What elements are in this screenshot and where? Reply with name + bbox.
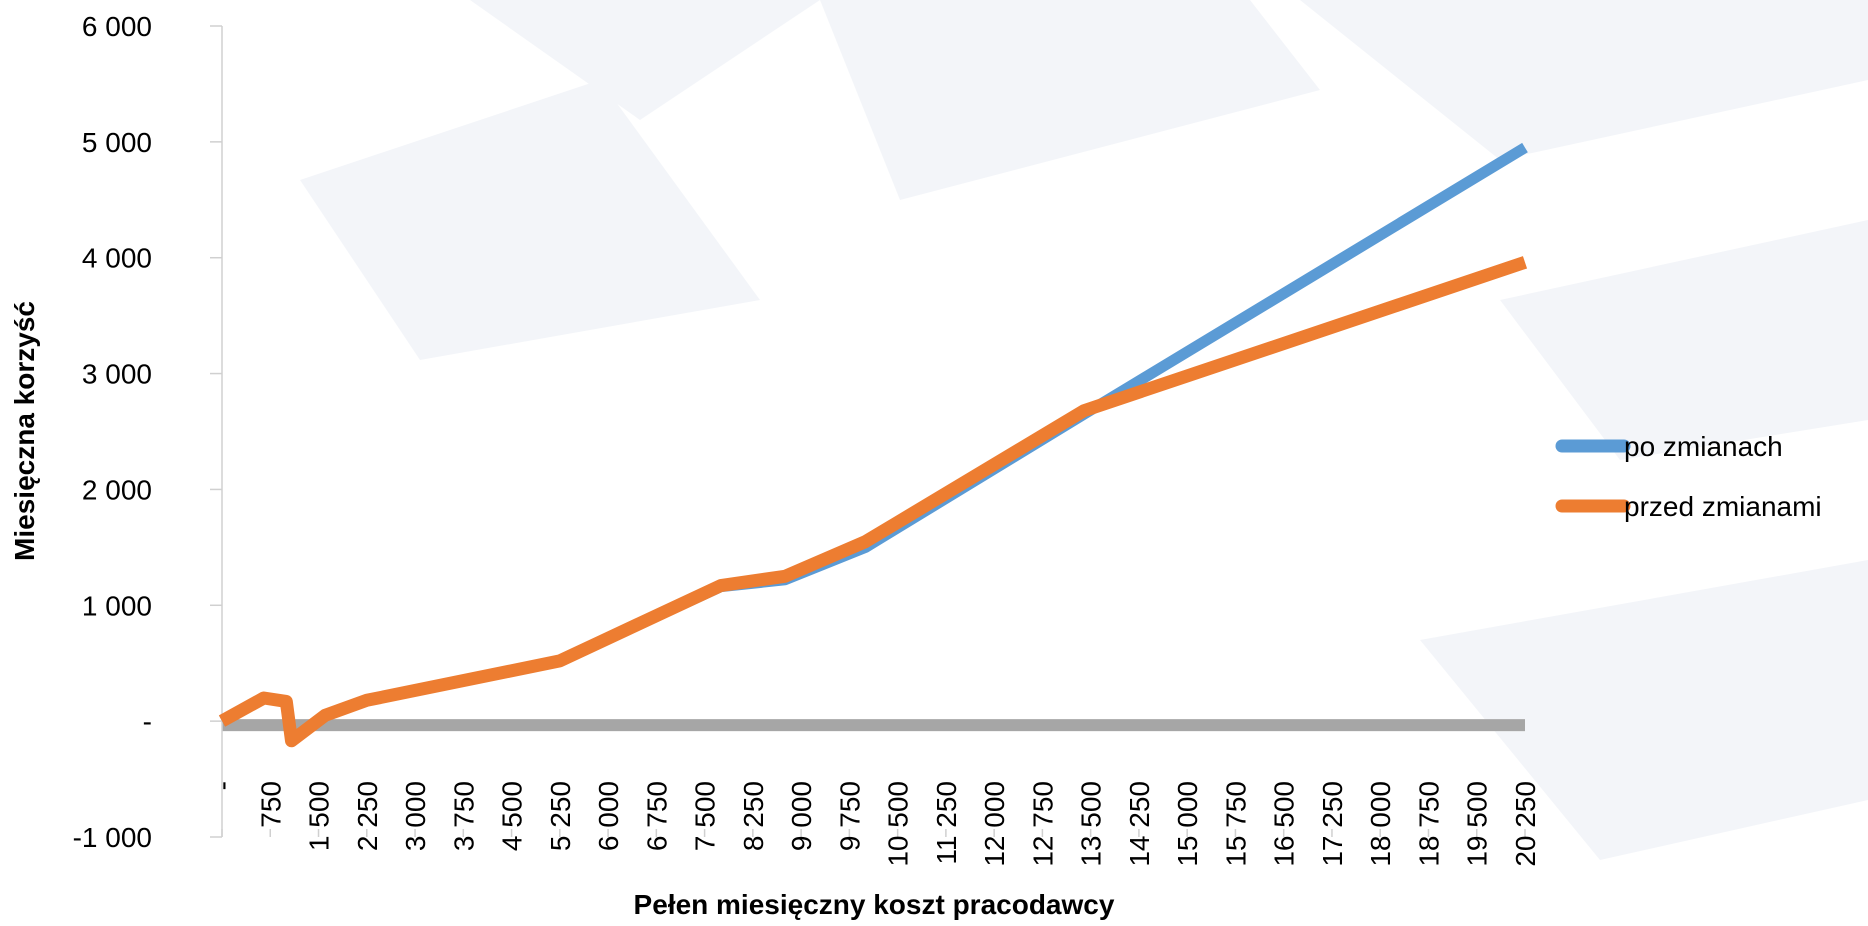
y-axis-title: Miesięczna korzyść bbox=[9, 301, 40, 561]
x-tick-label: 6 750 bbox=[641, 781, 672, 851]
x-tick-label: 4 500 bbox=[497, 781, 528, 851]
x-tick-label: 2 250 bbox=[352, 781, 383, 851]
x-tick-label: 9 000 bbox=[786, 781, 817, 851]
x-tick-label: 8 250 bbox=[738, 781, 769, 851]
x-tick-label: 15 000 bbox=[1172, 781, 1203, 867]
x-tick-label: - bbox=[207, 781, 238, 790]
x-tick-label: 12 000 bbox=[979, 781, 1010, 867]
x-tick-label: 3 750 bbox=[448, 781, 479, 851]
x-tick-label: 750 bbox=[255, 781, 286, 828]
legend-label: po zmianach bbox=[1624, 431, 1783, 462]
x-tick-label: 1 500 bbox=[304, 781, 335, 851]
x-tick-label: 9 750 bbox=[834, 781, 865, 851]
y-tick-label: 5 000 bbox=[82, 127, 152, 158]
x-tick-label: 19 500 bbox=[1462, 781, 1493, 867]
y-tick-label: 1 000 bbox=[82, 590, 152, 621]
y-tick-label: - bbox=[143, 706, 152, 737]
zero-baseline-band bbox=[222, 719, 1525, 732]
x-tick-label: 18 750 bbox=[1413, 781, 1444, 867]
x-axis-title: Pełen miesięczny koszt pracodawcy bbox=[634, 889, 1115, 920]
x-tick-label: 18 000 bbox=[1365, 781, 1396, 867]
x-tick-label: 10 500 bbox=[883, 781, 914, 867]
y-tick-label: 2 000 bbox=[82, 474, 152, 505]
x-tick-label: 17 250 bbox=[1317, 781, 1348, 867]
x-tick-label: 12 750 bbox=[1027, 781, 1058, 867]
zero-band bbox=[222, 719, 1525, 732]
series-line-przed-zmianami bbox=[218, 256, 1528, 748]
x-tick-label: 5 250 bbox=[545, 781, 576, 851]
x-tick-label: 7 500 bbox=[690, 781, 721, 851]
y-tick-label: -1 000 bbox=[73, 822, 152, 853]
x-tick-label: 6 000 bbox=[593, 781, 624, 851]
y-tick-label: 4 000 bbox=[82, 243, 152, 274]
background-decoration bbox=[300, 0, 1868, 860]
x-tick-label: 16 500 bbox=[1269, 781, 1300, 867]
x-tick-label: 14 250 bbox=[1124, 781, 1155, 867]
series-lines bbox=[218, 142, 1528, 748]
x-tick-label: 15 750 bbox=[1220, 781, 1251, 867]
x-tick-label: 13 500 bbox=[1076, 781, 1107, 867]
legend-label: przed zmianami bbox=[1624, 491, 1822, 522]
x-axis-ticks: - 750 1 500 2 250 3 000 3 750 4 500 5 250 6 000 6… bbox=[207, 781, 1541, 867]
y-tick-label: 3 000 bbox=[82, 359, 152, 390]
x-tick-label: 20 250 bbox=[1510, 781, 1541, 867]
x-tick-label: 3 000 bbox=[400, 781, 431, 851]
legend: po zmianach przed zmianami bbox=[1555, 431, 1822, 522]
y-tick-label: 6 000 bbox=[82, 11, 152, 42]
x-tick-label: 11 250 bbox=[931, 781, 962, 865]
